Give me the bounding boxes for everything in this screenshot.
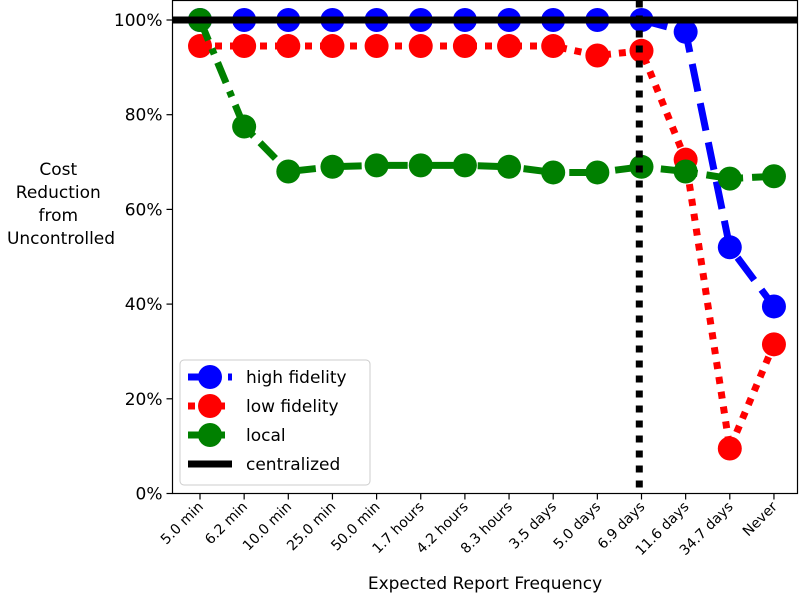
y-tick-label: 100%: [114, 11, 163, 31]
x-tick-label: 3.5 days: [506, 499, 560, 553]
legend-entry-high-fidelity: high fidelity: [188, 365, 347, 389]
x-tick-label: 5.0 min: [158, 499, 207, 548]
legend-entry-centralized: centralized: [188, 455, 340, 475]
data-point: [585, 43, 610, 68]
data-point: [761, 332, 786, 357]
data-point: [232, 34, 257, 59]
legend-marker: [198, 394, 222, 418]
series-layer: [188, 8, 786, 462]
data-point: [364, 153, 389, 178]
data-point: [320, 154, 345, 179]
data-point: [717, 166, 742, 191]
data-point: [232, 114, 257, 139]
y-axis-label-line-2: Reduction: [16, 183, 101, 203]
y-axis-label-line-3: from: [39, 206, 79, 226]
plot-area: [171, 0, 799, 495]
legend-label: local: [246, 426, 286, 446]
y-axis-label-line-1: Cost: [39, 160, 77, 180]
data-point: [276, 34, 301, 59]
data-point: [497, 34, 522, 59]
y-axis-label-line-4: Uncontrolled: [7, 229, 115, 249]
data-point: [717, 436, 742, 461]
series-local: [188, 8, 786, 191]
data-point: [541, 160, 566, 185]
data-point: [408, 34, 433, 59]
data-point: [364, 34, 389, 59]
data-point: [276, 159, 301, 184]
x-tick-label: 5.0 days: [551, 499, 605, 553]
data-point: [320, 34, 345, 59]
y-tick-label: 40%: [125, 295, 163, 315]
data-point: [541, 34, 566, 59]
reference-lines: [172, 0, 798, 494]
data-point: [497, 154, 522, 179]
data-point: [673, 159, 698, 184]
x-tick-label: Never: [740, 499, 781, 540]
x-axis-label: Expected Report Frequency: [368, 574, 602, 594]
y-tick-label: 80%: [125, 106, 163, 126]
legend-box: [179, 359, 371, 486]
legend-entry-local: local: [188, 423, 286, 447]
data-point: [717, 235, 742, 260]
data-point: [452, 153, 477, 178]
legend: high fidelity low fidelity local centralize…: [179, 359, 371, 486]
y-axis-label: Cost Reduction from Uncontrolled: [7, 160, 115, 249]
data-point: [673, 19, 698, 44]
y-tick-label: 20%: [125, 390, 163, 410]
data-point: [408, 153, 433, 178]
data-point: [761, 164, 786, 189]
legend-marker: [198, 365, 222, 389]
legend-label: low fidelity: [246, 397, 339, 417]
legend-label: centralized: [246, 455, 340, 475]
legend-entry-low-fidelity: low fidelity: [188, 394, 339, 418]
y-tick-label: 0%: [136, 485, 163, 505]
y-axis: 0% 20% 40% 60% 80% 100%: [114, 11, 173, 505]
data-point: [452, 34, 477, 59]
legend-label: high fidelity: [246, 368, 347, 388]
data-point: [761, 294, 786, 319]
data-point: [585, 160, 610, 185]
legend-marker: [198, 423, 222, 447]
y-tick-label: 60%: [125, 200, 163, 220]
